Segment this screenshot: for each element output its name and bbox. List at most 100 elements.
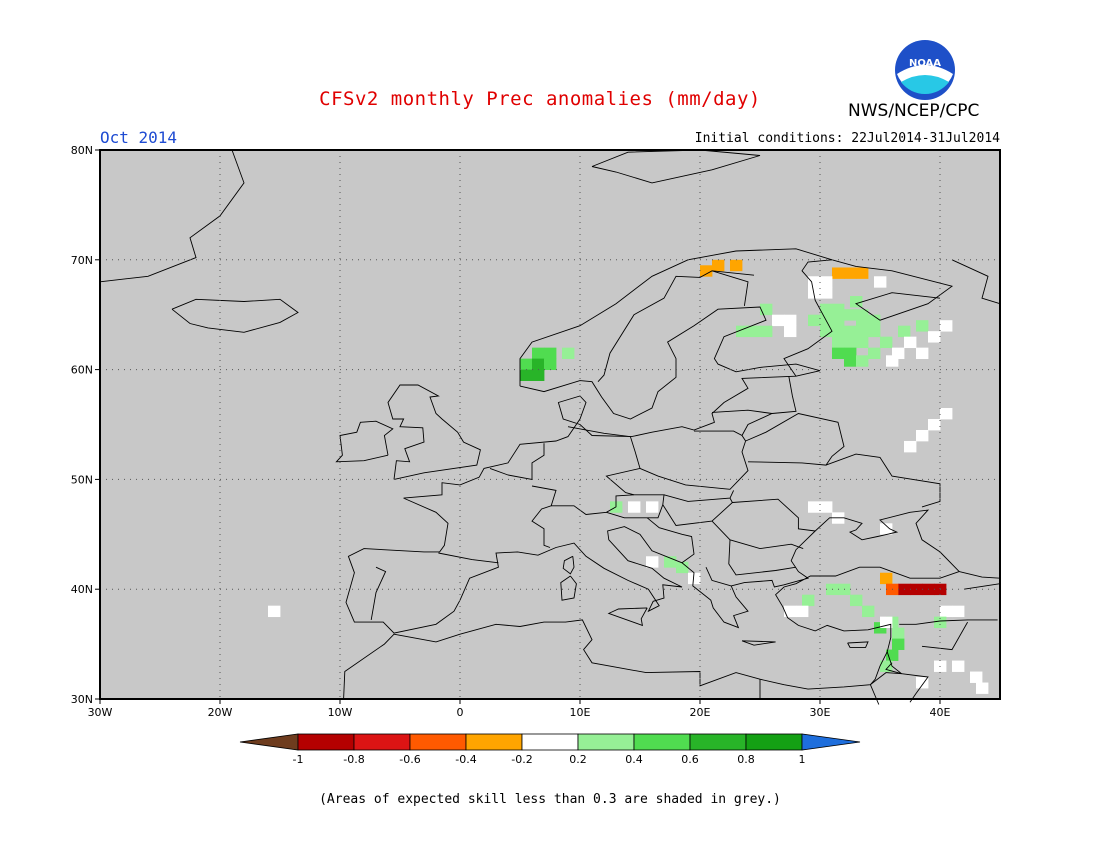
colorbar-swatch bbox=[577, 733, 635, 751]
anomaly-cell bbox=[904, 440, 917, 453]
anomaly-cell bbox=[628, 501, 641, 513]
anomaly-cell bbox=[832, 314, 845, 327]
anomaly-cell bbox=[940, 320, 953, 332]
anomaly-cell bbox=[832, 267, 845, 279]
lon-tick-label: 10E bbox=[570, 706, 591, 719]
anomaly-cell bbox=[832, 336, 845, 349]
anomaly-cell bbox=[940, 605, 953, 618]
lon-tick-label: 40E bbox=[930, 706, 951, 719]
anomaly-cell bbox=[844, 347, 857, 360]
anomaly-cell bbox=[712, 259, 725, 272]
anomaly-cell bbox=[760, 325, 773, 338]
coastline-path bbox=[562, 555, 575, 575]
anomaly-cell bbox=[952, 605, 965, 618]
map-frame bbox=[99, 149, 1001, 700]
anomaly-cell bbox=[934, 616, 947, 629]
coastline-path bbox=[489, 443, 545, 480]
anomaly-cell bbox=[820, 303, 833, 316]
initial-conditions-label: Initial conditions: 22Jul2014-31Jul2014 bbox=[694, 131, 1000, 146]
anomaly-cell bbox=[688, 572, 701, 585]
coastline-path bbox=[711, 409, 773, 414]
colorbar-arrow-high bbox=[801, 733, 861, 751]
anomaly-cell bbox=[268, 605, 281, 618]
anomaly-cell bbox=[856, 355, 869, 367]
lon-tick-label: 30E bbox=[810, 706, 831, 719]
anomaly-cell bbox=[820, 287, 833, 299]
coastline-path bbox=[951, 259, 1001, 305]
anomaly-cell bbox=[844, 267, 857, 279]
colorbar: -1 -0.8 -0.6 -0.4 -0.2 0.2 0.4 0.6 0.8 1 bbox=[239, 733, 861, 766]
coastline-path bbox=[387, 384, 481, 480]
colorbar-label: 0.2 bbox=[569, 753, 587, 766]
anomaly-cell bbox=[916, 347, 929, 360]
anomaly-cell bbox=[820, 276, 833, 288]
noaa-logo-text: NOAA bbox=[909, 58, 941, 69]
map-grid bbox=[100, 150, 1000, 699]
coastline-path bbox=[370, 566, 387, 620]
coastline-path bbox=[531, 485, 557, 548]
anomaly-cell bbox=[844, 325, 857, 338]
anomaly-cell bbox=[868, 347, 881, 360]
anomaly-cell bbox=[784, 605, 797, 618]
anomaly-cell bbox=[532, 369, 545, 381]
lat-tick-label: 70N bbox=[71, 254, 93, 267]
coastline-path bbox=[847, 641, 869, 648]
colorbar-label: -1 bbox=[293, 753, 304, 766]
anomaly-cell bbox=[832, 347, 845, 360]
anomaly-cell bbox=[892, 627, 905, 640]
anomaly-cell bbox=[916, 677, 929, 689]
anomaly-cell bbox=[892, 638, 905, 650]
anomaly-cell bbox=[676, 561, 689, 574]
anomaly-cell bbox=[850, 296, 863, 308]
anomaly-cell bbox=[862, 605, 875, 618]
coastline-path bbox=[639, 430, 749, 490]
lat-tick-label: 40N bbox=[71, 583, 93, 596]
coastline-path bbox=[745, 413, 845, 466]
coastline-path bbox=[705, 567, 732, 587]
anomaly-cell bbox=[916, 320, 929, 332]
anomaly-cell bbox=[880, 523, 893, 535]
colorbar-swatch bbox=[409, 733, 467, 751]
colorbar-swatch bbox=[521, 733, 579, 751]
coastline-path bbox=[560, 575, 577, 601]
anomaly-cell bbox=[700, 265, 713, 277]
colorbar-swatch bbox=[465, 733, 523, 751]
map-title: CFSv2 monthly Prec anomalies (mm/day) bbox=[319, 88, 761, 110]
lat-tick-label: 80N bbox=[71, 144, 93, 157]
coastline-path bbox=[519, 248, 954, 387]
colorbar-label: -0.2 bbox=[511, 753, 532, 766]
coastline-path bbox=[899, 619, 998, 625]
colorbar-swatch bbox=[745, 733, 803, 751]
anomaly-cell bbox=[820, 501, 833, 513]
coastline-path bbox=[343, 306, 961, 700]
colorbar-swatch bbox=[633, 733, 691, 751]
anomaly-cell bbox=[886, 649, 899, 661]
noaa-logo: NOAA bbox=[895, 40, 955, 100]
anomaly-cell bbox=[802, 594, 815, 607]
anomaly-cell bbox=[808, 314, 821, 327]
anomaly-cell bbox=[796, 605, 809, 618]
coastline-path bbox=[335, 420, 394, 463]
anomaly-cell bbox=[880, 660, 893, 672]
lat-tick-label: 50N bbox=[71, 473, 93, 486]
anomaly-cell bbox=[868, 325, 881, 338]
anomaly-cell bbox=[904, 336, 917, 349]
map-plot-area bbox=[99, 149, 1001, 705]
colorbar-arrow-low bbox=[239, 733, 299, 751]
anomaly-cell bbox=[784, 325, 797, 338]
lat-tick-label: 30N bbox=[71, 693, 93, 706]
anomaly-cell bbox=[916, 429, 929, 442]
anomaly-cell bbox=[784, 314, 797, 327]
colorbar-label: -0.4 bbox=[455, 753, 476, 766]
anomaly-cell bbox=[544, 358, 557, 370]
anomaly-cell bbox=[880, 336, 893, 349]
anomaly-cell bbox=[832, 303, 845, 316]
colorbar-label: 1 bbox=[799, 753, 806, 766]
anomaly-cell bbox=[970, 671, 983, 683]
colorbar-label: 0.8 bbox=[737, 753, 755, 766]
coastline-path bbox=[597, 270, 755, 383]
anomaly-cell bbox=[874, 276, 887, 288]
precip-anomaly-map: 30W 20W 10W 0 10E 20E 30E 40E 30N 40N 50N 60N 70N 80N bbox=[71, 144, 1001, 719]
anomaly-cell bbox=[562, 347, 575, 360]
map-axis-labels: 30W 20W 10W 0 10E 20E 30E 40E 30N 40N 50N 60N 70N 80N bbox=[71, 144, 951, 719]
